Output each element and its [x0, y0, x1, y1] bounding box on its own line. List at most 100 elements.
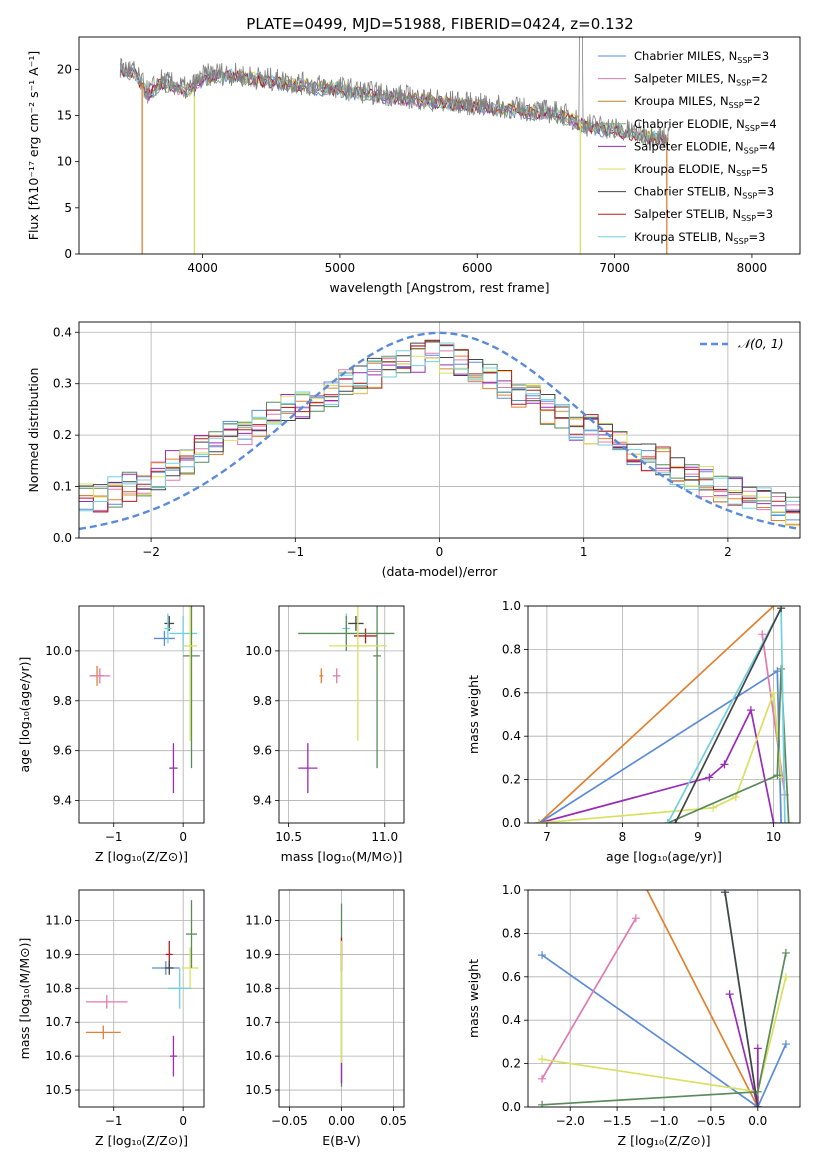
weight-marker [781, 948, 790, 957]
weight-line [538, 669, 782, 823]
legend-label: Salpeter ELODIE, NSSP=4 [634, 139, 776, 155]
mass-vs-z-ytick-label: 10.8 [45, 981, 72, 995]
legend-label: Kroupa MILES, NSSP=2 [634, 94, 760, 110]
weight-marker [753, 1103, 762, 1107]
spectrum-ylabel: Flux [fλ10⁻¹⁷ erg cm⁻² s⁻¹ A⁻¹] [26, 51, 41, 240]
spectrum-xtick-label: 7000 [599, 261, 630, 275]
residuals-xtick-label: 0 [436, 545, 444, 559]
weight-vs-z-plot-area [538, 864, 790, 1107]
weight-marker [663, 819, 672, 823]
weight-marker [671, 819, 680, 823]
residuals-xtick-label: 2 [724, 545, 732, 559]
age-vs-mass-ytick-label: 9.6 [253, 744, 272, 758]
mass-vs-z-ytick-label: 10.7 [45, 1015, 72, 1029]
weight-vs-age-ytick-label: 0.8 [502, 642, 521, 656]
mass-vs-z-xtick-label: −1 [105, 1114, 123, 1128]
residuals-ylabel: Normed distribution [26, 368, 41, 493]
weight-line [539, 707, 775, 823]
weight-marker [631, 914, 640, 923]
age-vs-z-frame [78, 605, 205, 824]
residuals-xtick-label: 1 [580, 545, 588, 559]
legend-label: 𝒩(0, 1) [738, 336, 784, 351]
age-vs-z-xtick-label: −1 [105, 830, 123, 844]
mass-vs-z-ytick-label: 11.0 [45, 914, 72, 928]
spectrum-xtick-label: 8000 [737, 261, 768, 275]
weight-marker [746, 706, 755, 715]
residual-histogram-step [79, 355, 800, 527]
legend-label: Kroupa ELODIE, NSSP=5 [634, 162, 768, 178]
spectrum-title: PLATE=0499, MJD=51988, FIBERID=0424, z=0… [246, 15, 633, 33]
age-vs-z-xlabel: Z [log₁₀(Z/Z⊙)] [95, 849, 188, 864]
spectrum-ytick-label: 10 [57, 155, 72, 169]
legend-label: Salpeter STELIB, NSSP=3 [634, 207, 773, 223]
age-vs-mass-ytick-label: 9.8 [253, 694, 272, 708]
legend-label: Chabrier MILES, NSSP=3 [634, 49, 769, 65]
age-vs-z-ytick-label: 10.0 [45, 644, 72, 658]
age-vs-z-panel: −1 0 9.4 9.6 9.8 10.0 Z [log₁₀(Z/Z⊙)] age [log₁… [17, 605, 205, 864]
weight-marker [769, 819, 778, 823]
weight-marker [773, 771, 782, 780]
mass-vs-z-frame [78, 889, 205, 1108]
weight-marker [535, 819, 544, 823]
weight-marker [538, 1074, 547, 1083]
spectrum-frame [78, 36, 801, 255]
weight-vs-age-ytick-label: 1.0 [502, 599, 521, 613]
mass-vs-ebv-ytick-label: 10.8 [245, 981, 272, 995]
spectrum-plot-area [119, 37, 670, 254]
mass-vs-ebv-xtick-label: 0.05 [380, 1114, 407, 1128]
weight-vs-z-ylabel: mass weight [466, 959, 481, 1038]
weight-marker [538, 951, 547, 960]
legend-label: Salpeter MILES, NSSP=2 [634, 72, 768, 88]
age-vs-z-plot-area [89, 606, 200, 794]
mass-vs-ebv-xtick-label: 0.00 [328, 1114, 355, 1128]
normal-reference-curve [79, 331, 800, 531]
weight-marker [777, 664, 786, 673]
mass-vs-z-plot-area [85, 900, 199, 1077]
weight-marker [780, 819, 789, 823]
weight-vs-z-xlabel: Z [log₁₀(Z/Z⊙)] [618, 1133, 711, 1148]
residuals-ytick-label: 0.1 [53, 480, 72, 494]
age-vs-mass-panel: 10.5 11.0 9.4 9.6 9.8 10.0 mass [log₁₀(M/M⊙)] [245, 605, 405, 864]
age-vs-z-ylabel: age [log₁₀(age/yr)] [17, 657, 32, 773]
age-vs-z-xtick-label: 0 [179, 830, 187, 844]
weight-marker [777, 819, 786, 823]
weight-vs-z-panel: −2.0 −1.5 −1.0 −0.5 0.0 0.0 0.2 0.4 0.6 0.8 1.0 Z [… [466, 864, 801, 1148]
weight-line [541, 917, 637, 1080]
weight-marker [781, 972, 790, 981]
mass-vs-z-ytick-label: 10.9 [45, 947, 72, 961]
legend-label: Chabrier ELODIE, NSSP=4 [634, 117, 777, 133]
weight-vs-z-xtick-label: −2.0 [556, 1114, 585, 1128]
weight-vs-z-xtick-label: −1.5 [603, 1114, 632, 1128]
spectrum-xtick-label: 5000 [325, 261, 356, 275]
residuals-xtick-label: −1 [286, 545, 304, 559]
weight-vs-z-ytick-label: 0.6 [502, 970, 521, 984]
age-vs-mass-xtick-label: 11.0 [371, 830, 398, 844]
weight-vs-age-ylabel: mass weight [466, 675, 481, 754]
weight-vs-z-xtick-label: −0.5 [696, 1114, 725, 1128]
weight-vs-age-frame [527, 605, 801, 824]
residuals-frame [78, 321, 801, 539]
weight-marker [753, 1044, 762, 1053]
spectrum-ytick-label: 15 [57, 108, 72, 122]
mass-vs-ebv-xtick-label: −0.05 [271, 1114, 308, 1128]
weight-marker [720, 760, 729, 769]
weight-vs-age-ytick-label: 0.2 [502, 773, 521, 787]
spectrum-xlabel: wavelength [Angstrom, rest frame] [329, 280, 549, 295]
spectrum-legend: Chabrier MILES, NSSP=3 Salpeter MILES, NS… [598, 49, 777, 246]
mass-vs-ebv-ytick-label: 11.0 [245, 914, 272, 928]
residuals-plot-area [79, 331, 800, 531]
mass-vs-ebv-ytick-label: 10.5 [245, 1083, 272, 1097]
mass-vs-ebv-frame [278, 889, 405, 1108]
weight-marker [632, 864, 640, 872]
mass-vs-z-panel: −1 0 10.5 10.6 10.7 10.8 10.9 11.0 Z [log₁₀(Z/Z⊙… [17, 889, 205, 1148]
weight-marker [725, 990, 734, 999]
mass-vs-z-ylabel: mass [log₁₀(M/M⊙)] [17, 938, 32, 1060]
weight-marker [538, 1055, 547, 1064]
age-vs-mass-xtick-label: 10.5 [275, 830, 302, 844]
weight-vs-age-ytick-label: 0.6 [502, 686, 521, 700]
weight-line [674, 607, 782, 823]
weight-vs-age-xlabel: age [log₁₀(age/yr)] [606, 849, 722, 864]
weight-vs-z-ytick-label: 0.0 [502, 1100, 521, 1114]
spectrum-xtick-label: 4000 [187, 261, 218, 275]
